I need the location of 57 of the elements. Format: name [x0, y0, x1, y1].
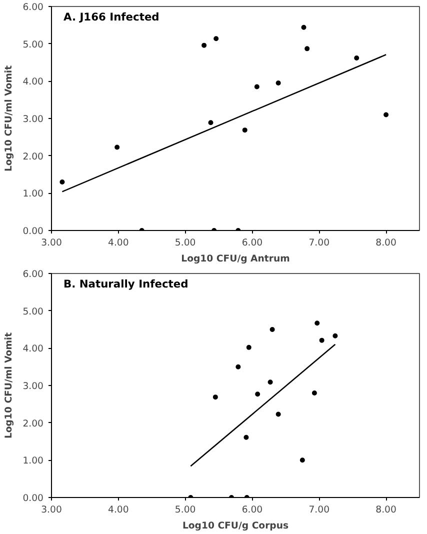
- point: [312, 390, 317, 396]
- y-tick-label: 3.00: [22, 381, 44, 392]
- point: [304, 46, 310, 52]
- x-tick-label: 5.00: [174, 504, 196, 516]
- point: [212, 394, 218, 400]
- point: [246, 344, 252, 350]
- point: [276, 80, 281, 86]
- y-axis-title: Log10 CFU/ml Vomit: [4, 64, 15, 172]
- x-tick-label: 4.00: [108, 504, 129, 516]
- y-tick-label: 2.00: [22, 418, 44, 430]
- x-tick-label: 8.00: [376, 238, 396, 248]
- y-tick-label: 4.00: [22, 76, 44, 88]
- y-tick-label: 3.00: [22, 114, 44, 125]
- x-tick-label: 6.00: [242, 238, 263, 248]
- point: [268, 380, 273, 385]
- y-tick-label: 1.00: [22, 456, 44, 467]
- x-tick-label: 3.00: [41, 238, 62, 248]
- point: [236, 364, 241, 370]
- point: [255, 392, 260, 397]
- point: [354, 56, 360, 61]
- y-tick-label: 6.00: [22, 269, 44, 280]
- x-tick-label: 8.00: [376, 504, 396, 516]
- y-tick-label: 0.00: [22, 493, 44, 504]
- point: [301, 24, 306, 30]
- x-axis-title: Log10 CFU/g Corpus: [182, 520, 289, 532]
- point: [276, 412, 281, 417]
- point: [214, 36, 219, 42]
- point: [114, 144, 120, 150]
- x-tick-label: 7.00: [308, 504, 330, 516]
- y-tick-label: 4.00: [22, 344, 44, 355]
- y-tick-label: 2.00: [22, 151, 44, 162]
- point: [384, 112, 389, 118]
- point: [319, 338, 324, 343]
- x-tick-label: 3.00: [41, 504, 62, 516]
- point: [270, 327, 275, 332]
- point: [254, 84, 260, 90]
- chart-title: A. J166 Infected: [64, 10, 160, 24]
- y-tick-label: 1.00: [22, 188, 44, 200]
- x-tick-label: 7.00: [308, 238, 330, 248]
- x-tick-label: 4.00: [108, 238, 129, 248]
- y-tick-label: 0.00: [22, 226, 44, 237]
- point: [314, 320, 320, 326]
- point: [300, 458, 305, 463]
- x-tick-label: 5.00: [174, 238, 196, 248]
- point: [244, 434, 249, 440]
- point: [202, 42, 207, 48]
- point: [60, 179, 65, 184]
- chart-title: B. Naturally Infected: [64, 278, 188, 290]
- y-tick-label: 5.00: [22, 306, 44, 318]
- y-axis-title: Log10 CFU/ml Vomit: [4, 332, 15, 439]
- x-axis-title: Log10 CFU/g Antrum: [181, 254, 290, 264]
- point: [242, 128, 248, 133]
- x-tick-label: 6.00: [242, 504, 263, 516]
- y-tick-label: 5.00: [22, 39, 44, 50]
- y-tick-label: 6.00: [22, 2, 44, 13]
- point: [332, 333, 338, 338]
- point: [208, 120, 214, 126]
